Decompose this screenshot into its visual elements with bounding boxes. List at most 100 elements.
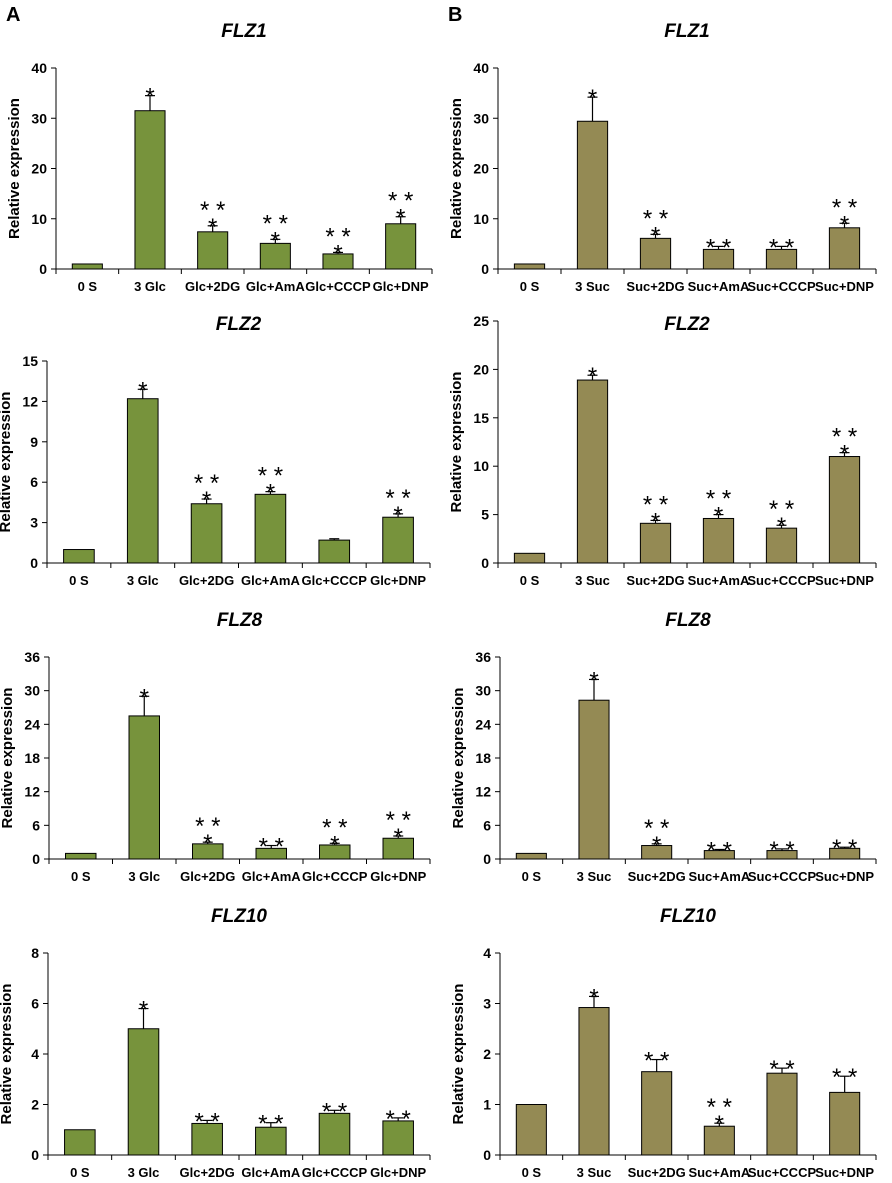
significance-marker: * * — [258, 1111, 283, 1138]
chart-title: FLZ1 — [664, 21, 709, 42]
bar-0 S — [515, 852, 547, 860]
significance-marker: * — [139, 997, 148, 1024]
bar-Suc+DNP — [828, 456, 861, 564]
x-tick-label: 0 S — [71, 869, 91, 884]
bar-0 S — [71, 263, 103, 270]
significance-line: * * — [832, 424, 857, 451]
x-tick-label: Suc+CCCP — [748, 869, 817, 884]
x-tick-label: Suc+DNP — [815, 869, 874, 884]
y-tick-label: 0 — [483, 1147, 491, 1163]
x-tick-label: Glc+CCCP — [305, 279, 371, 294]
significance-line: * — [208, 214, 217, 241]
y-tick-label: 5 — [481, 507, 489, 523]
y-tick-label: 12 — [22, 393, 38, 409]
y-tick-label: 18 — [475, 750, 491, 766]
significance-marker: * * — [259, 834, 284, 861]
significance-line: * — [589, 667, 598, 694]
significance-line: * — [266, 480, 275, 507]
bar-3 Suc — [578, 699, 610, 860]
significance-line: * — [271, 227, 280, 254]
x-tick-label: 0 S — [520, 279, 540, 294]
x-tick-label: Glc+2DG — [180, 1165, 235, 1180]
significance-line: * * — [832, 1064, 857, 1091]
x-tick-label: 0 S — [522, 1165, 542, 1180]
x-tick-label: Glc+DNP — [373, 279, 429, 294]
y-tick-label: 0 — [483, 851, 491, 867]
x-tick-label: 3 Suc — [575, 573, 610, 588]
bar-Glc+CCCP — [318, 539, 351, 564]
y-tick-label: 2 — [31, 1097, 39, 1113]
y-tick-label: 15 — [473, 410, 489, 426]
significance-marker: * * * — [706, 486, 731, 530]
significance-marker: * — [138, 377, 147, 404]
y-axis-label: Relative expression — [448, 372, 465, 513]
chart-b-flz1: FLZ1 Relative expression 0 10 20 30 40 0 S 3 Suc… — [448, 21, 877, 294]
x-tick-label: Glc+2DG — [185, 279, 240, 294]
significance-marker: * — [145, 84, 154, 111]
y-axis-label: Relative expression — [0, 688, 16, 829]
significance-marker: * * — [707, 837, 732, 864]
x-tick-label: Glc+AmA — [241, 573, 300, 588]
chart-title: FLZ2 — [664, 314, 710, 335]
x-tick-label: Glc+DNP — [370, 573, 426, 588]
bar-Glc+DNP — [382, 1120, 414, 1156]
significance-marker: * * * — [643, 205, 668, 249]
x-tick-label: Glc+CCCP — [302, 1165, 368, 1180]
significance-line: * * — [769, 496, 794, 523]
significance-marker: * * * — [325, 223, 350, 267]
y-tick-label: 4 — [483, 945, 491, 961]
chart-a-flz1: FLZ1 Relative expression 0 10 20 30 40 0 S 3 Glc… — [6, 21, 433, 294]
significance-line: * * — [832, 835, 857, 862]
x-tick-label: Suc+AmA — [688, 573, 750, 588]
significance-line: * * — [769, 837, 794, 864]
x-tick-label: 0 S — [78, 279, 98, 294]
chart-a-flz10: FLZ10 Relative expression 0 2 4 6 8 0 S 3 Glc * Gl… — [0, 906, 431, 1180]
significance-line: * * — [263, 210, 288, 237]
y-tick-label: 6 — [30, 474, 38, 490]
y-tick-label: 24 — [24, 716, 40, 732]
panel-label-b: B — [448, 4, 463, 26]
y-tick-label: 15 — [22, 353, 38, 369]
x-tick-label: 0 S — [69, 573, 89, 588]
y-tick-label: 8 — [31, 945, 39, 961]
significance-line: * * — [322, 814, 347, 841]
bar-3 Suc — [576, 379, 609, 564]
significance-line: * * — [388, 188, 413, 215]
significance-line: * — [840, 441, 849, 468]
bar-0 S — [63, 549, 95, 564]
panel-label-a: A — [6, 4, 21, 26]
x-tick-label: 3 Glc — [128, 869, 160, 884]
significance-line: * * — [385, 485, 410, 512]
bar-Suc+CCCP — [766, 1072, 798, 1156]
y-tick-label: 12 — [475, 784, 491, 800]
x-tick-label: 3 Suc — [575, 279, 610, 294]
y-tick-label: 2 — [483, 1046, 491, 1062]
x-tick-label: Glc+CCCP — [302, 869, 368, 884]
significance-line: * — [333, 240, 342, 267]
x-tick-label: Glc+2DG — [180, 869, 235, 884]
y-tick-label: 0 — [481, 555, 489, 571]
x-tick-label: Suc+AmA — [688, 1165, 750, 1180]
y-tick-label: 0 — [39, 261, 47, 277]
significance-marker: * * — [194, 1108, 219, 1135]
x-tick-label: 3 Suc — [577, 1165, 612, 1180]
y-tick-label: 0 — [481, 261, 489, 277]
y-axis-label: Relative expression — [450, 688, 467, 829]
y-tick-label: 6 — [32, 817, 40, 833]
x-tick-label: Suc+2DG — [628, 869, 686, 884]
y-tick-label: 12 — [24, 784, 40, 800]
chart-title: FLZ8 — [217, 610, 263, 631]
bar-Glc+2DG — [190, 503, 223, 564]
significance-marker: * * — [322, 1098, 347, 1125]
significance-line: * — [651, 508, 660, 535]
chart-b-flz8: FLZ8 Relative expression 0 6 12 18 24 30 36 0 S 3 … — [450, 610, 877, 884]
significance-marker: * * — [832, 835, 857, 862]
y-tick-label: 0 — [30, 555, 38, 571]
significance-marker: * * — [385, 1106, 410, 1133]
significance-line: * — [651, 222, 660, 249]
x-tick-label: 0 S — [522, 869, 542, 884]
significance-marker: * * — [832, 1064, 857, 1091]
significance-marker: * * * — [769, 496, 794, 540]
chart-title: FLZ10 — [211, 906, 267, 927]
